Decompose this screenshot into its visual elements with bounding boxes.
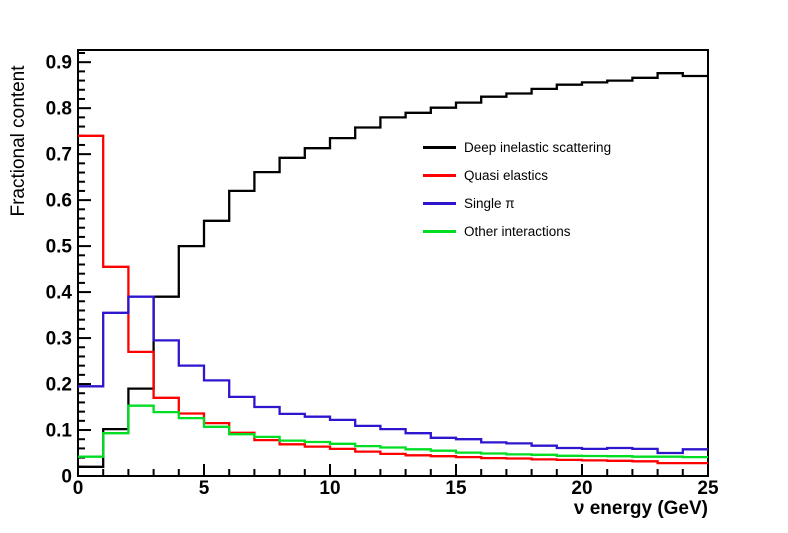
series-line-other-interactions bbox=[78, 404, 708, 459]
legend-entry: Single π bbox=[423, 196, 515, 211]
y-tick-label: 0.3 bbox=[46, 329, 72, 350]
y-tick-label: 0.9 bbox=[46, 53, 72, 74]
x-tick-label: 15 bbox=[445, 478, 467, 499]
y-tick-label: 0.4 bbox=[46, 283, 73, 304]
y-tick-label: 0.6 bbox=[46, 191, 72, 212]
legend-entry: Other interactions bbox=[423, 224, 571, 239]
y-tick-label: 0 bbox=[61, 467, 72, 488]
x-tick-label: 5 bbox=[199, 478, 210, 499]
axis-tick-labels: 0 5 10 15 20 25 0 0.1 0.2 0.3 0.4 0.5 0.6 0.7 0.8 0.9 bbox=[46, 53, 719, 499]
series-line-deep-inelastic-scattering bbox=[78, 72, 708, 468]
x-axis-title: ν energy (GeV) bbox=[574, 498, 708, 519]
legend: Deep inelastic scattering Quasi elastics… bbox=[423, 140, 611, 239]
y-axis-title: Fractional content bbox=[8, 65, 29, 217]
x-tick-label: 20 bbox=[571, 478, 592, 499]
y-tick-label: 0.7 bbox=[46, 145, 72, 166]
legend-label-single-pi: Single π bbox=[464, 196, 515, 211]
x-tick-label: 0 bbox=[73, 478, 84, 499]
histogram-series bbox=[78, 72, 708, 468]
series-line-quasi-elastics bbox=[78, 134, 708, 465]
series-line-single- bbox=[78, 295, 708, 455]
axis-ticks bbox=[77, 51, 709, 477]
y-tick-label: 0.1 bbox=[46, 421, 73, 442]
legend-entry: Deep inelastic scattering bbox=[423, 140, 611, 155]
x-tick-label: 25 bbox=[697, 478, 719, 499]
y-tick-label: 0.2 bbox=[46, 375, 72, 396]
y-tick-label: 0.5 bbox=[46, 237, 73, 258]
legend-label-deep-inelastic-scattering: Deep inelastic scattering bbox=[464, 140, 611, 155]
y-tick-label: 0.8 bbox=[46, 99, 72, 120]
plot-frame bbox=[77, 49, 709, 477]
x-tick-label: 10 bbox=[319, 478, 340, 499]
legend-label-other-interactions: Other interactions bbox=[464, 224, 571, 239]
legend-entry: Quasi elastics bbox=[423, 168, 548, 183]
legend-label-quasi-elastics: Quasi elastics bbox=[464, 168, 548, 183]
